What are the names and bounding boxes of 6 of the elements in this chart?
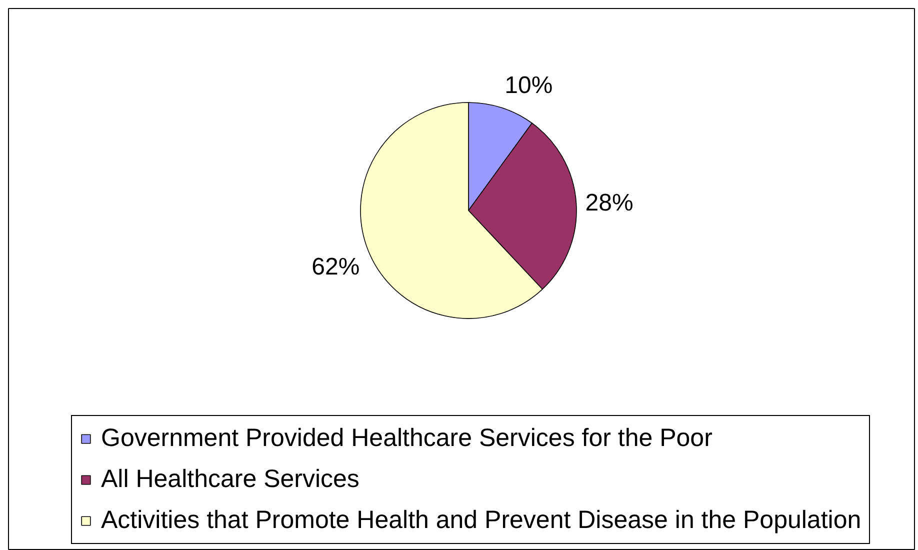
data-label: 28%	[585, 190, 634, 217]
data-label: 62%	[312, 254, 360, 281]
legend-label: Government Provided Healthcare Services for the Poor	[101, 424, 712, 453]
data-label: 10%	[504, 72, 553, 100]
legend-label: Activities that Promote Health and Prevent Disease in the Population	[101, 506, 862, 535]
legend-label: All Healthcare Services	[101, 465, 360, 494]
